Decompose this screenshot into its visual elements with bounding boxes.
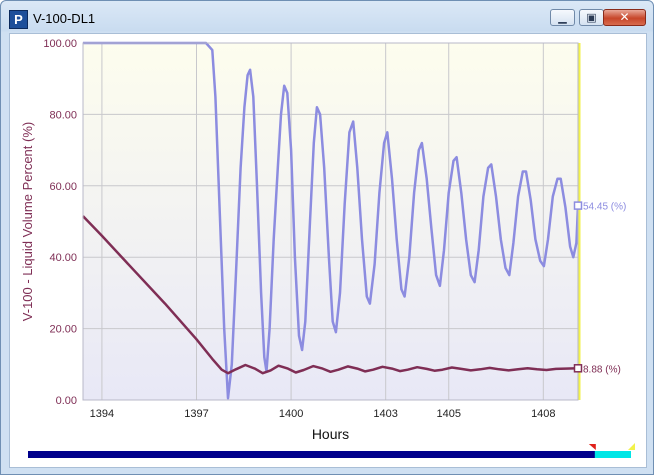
trend-chart: 0.00 20.00 40.00 60.00 80.00 100.00 1394 1397 14… bbox=[20, 38, 635, 458]
plot-frame bbox=[82, 42, 579, 401]
series-line-volume bbox=[83, 41, 580, 400]
y-tick-label: 20.00 bbox=[49, 324, 77, 336]
close-button[interactable]: ✕ bbox=[603, 9, 646, 26]
y-tick-label: 100.00 bbox=[43, 38, 77, 50]
scrollbar-track[interactable] bbox=[28, 451, 631, 458]
y-tick-label: 80.00 bbox=[49, 109, 77, 121]
axis-ticks: 0.00 20.00 40.00 60.00 80.00 100.00 1394 1397 14… bbox=[43, 38, 555, 420]
series-line-level bbox=[82, 215, 579, 375]
x-tick-label: 1403 bbox=[373, 408, 397, 420]
plot-background bbox=[83, 43, 578, 400]
close-icon: ✕ bbox=[619, 10, 630, 24]
series-end-markers: 54.45 (%) 8.88 (%) bbox=[573, 201, 626, 375]
x-tick-label: 1405 bbox=[436, 408, 460, 420]
y-tick-label: 0.00 bbox=[56, 395, 77, 407]
y-tick-label: 60.00 bbox=[49, 181, 77, 193]
scrollbar-thumb[interactable] bbox=[594, 451, 631, 458]
y-axis-label: V-100 - Liquid Volume Percent (%) bbox=[20, 122, 35, 321]
x-tick-label: 1408 bbox=[531, 408, 555, 420]
x-tick-label: 1397 bbox=[184, 408, 208, 420]
x-tick-label: 1400 bbox=[279, 408, 303, 420]
time-scrollbar[interactable] bbox=[28, 443, 635, 458]
x-axis-label: Hours bbox=[312, 426, 349, 442]
maximize-button[interactable]: ▣ bbox=[579, 9, 604, 26]
series-end-marker[interactable] bbox=[573, 364, 583, 373]
series-end-value: 8.88 (%) bbox=[583, 364, 621, 375]
chart-area: 0.00 20.00 40.00 60.00 80.00 100.00 1394 1397 14… bbox=[9, 33, 647, 468]
scroll-right-marker-icon[interactable] bbox=[628, 443, 635, 450]
series-end-value: 54.45 (%) bbox=[583, 202, 626, 213]
window-title: V-100-DL1 bbox=[33, 11, 96, 26]
x-tick-label: 1394 bbox=[90, 408, 114, 420]
maximize-icon: ▣ bbox=[586, 11, 597, 24]
title-bar[interactable]: P V-100-DL1 ▁ ▣ ✕ bbox=[1, 1, 653, 33]
minimize-button[interactable]: ▁ bbox=[550, 9, 575, 26]
scroll-left-marker-icon[interactable] bbox=[588, 444, 596, 450]
series-layer bbox=[82, 41, 580, 400]
app-icon[interactable]: P bbox=[9, 10, 28, 29]
minimize-icon: ▁ bbox=[558, 11, 567, 24]
series-end-marker[interactable] bbox=[573, 201, 583, 210]
y-tick-label: 40.00 bbox=[49, 252, 77, 264]
